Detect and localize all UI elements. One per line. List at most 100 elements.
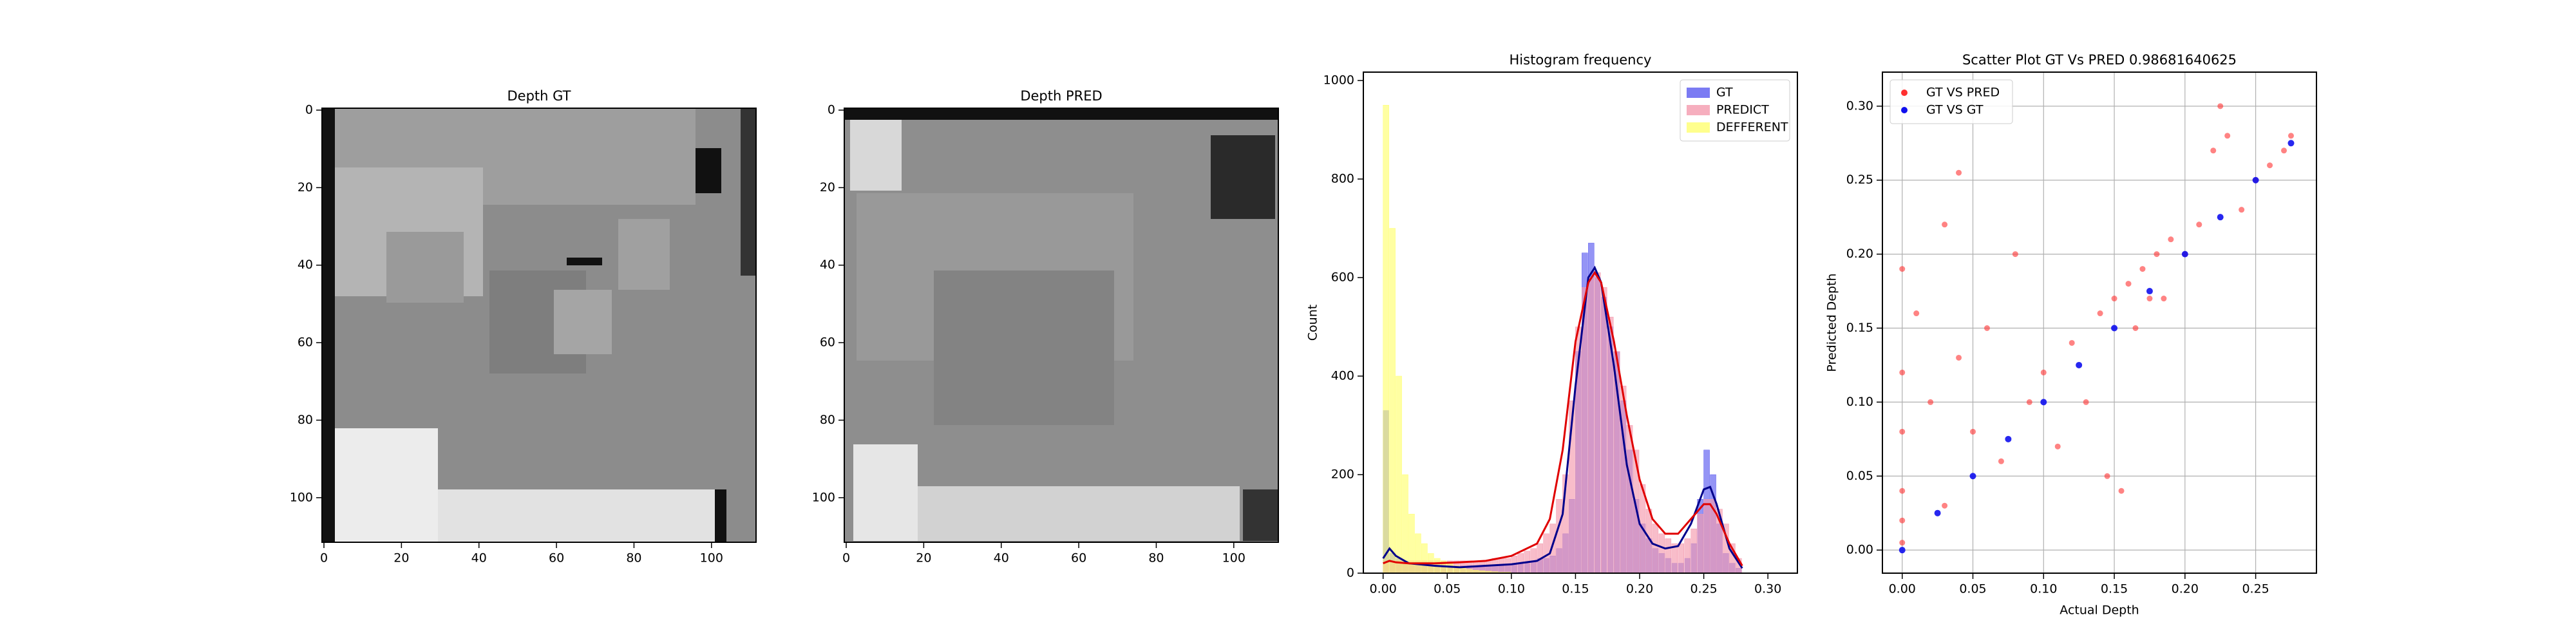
y-tick-label: 0.05 xyxy=(1846,469,1873,483)
subplot: 0 20 40 60 80 100 0 20 40 60 80 100 Depth GT xyxy=(290,88,757,565)
y-tick-label: 0.15 xyxy=(1846,321,1873,335)
subplot-title: Depth PRED xyxy=(1020,88,1102,104)
y-tick-label: 0.30 xyxy=(1846,99,1873,113)
x-axis-label: Actual Depth xyxy=(2060,603,2139,618)
histogram-bar xyxy=(1402,474,1408,574)
scatter-point xyxy=(2267,162,2273,169)
axes-frame xyxy=(321,108,757,543)
depth-pred-image xyxy=(844,108,1278,542)
scatter-point xyxy=(1899,488,1906,494)
legend-swatch xyxy=(1687,105,1710,115)
x-tick-label: 40 xyxy=(994,551,1009,565)
y-tick-label: 0 xyxy=(828,103,835,117)
histogram-bar xyxy=(1383,105,1389,574)
scatter-point xyxy=(2168,236,2174,243)
histogram-bar xyxy=(1415,533,1421,574)
scatter-point xyxy=(2224,133,2231,139)
y-tick-label: 0.20 xyxy=(1846,247,1873,261)
x-tick-label: 100 xyxy=(700,551,723,565)
scatter-point xyxy=(2146,288,2153,295)
scatter-point xyxy=(1984,325,1990,332)
scatter-point xyxy=(1927,399,1934,405)
x-tick-label: 0.20 xyxy=(1626,582,1653,596)
scatter-point xyxy=(1969,473,1976,480)
x-tick-label: 0 xyxy=(320,551,328,565)
histogram-bar xyxy=(1601,287,1607,574)
kde-line xyxy=(1382,265,1743,569)
histogram-bar xyxy=(1658,533,1665,574)
scatter-point xyxy=(1899,547,1906,554)
legend: GT PREDICT DEFFERENT xyxy=(1680,79,1790,142)
x-tick-label: 60 xyxy=(1071,551,1086,565)
scatter-point xyxy=(2252,176,2259,184)
histogram-bar xyxy=(1447,563,1454,574)
scatter-point xyxy=(1899,540,1906,546)
scatter-point xyxy=(1942,222,1948,228)
scatter-point xyxy=(1998,458,2004,464)
scatter-point xyxy=(2040,399,2047,406)
legend-label: DEFFERENT xyxy=(1716,120,1788,135)
x-tick-label: 60 xyxy=(549,551,564,565)
histogram-bar xyxy=(1389,228,1396,574)
scatter-point xyxy=(2118,488,2125,494)
scatter-point xyxy=(2097,310,2103,317)
x-tick-label: 40 xyxy=(471,551,487,565)
x-tick-label: 0.15 xyxy=(1562,582,1589,596)
scatter-point xyxy=(2287,133,2294,139)
scatter-point xyxy=(2111,296,2117,302)
depth-gt-image xyxy=(322,108,756,542)
subplot-title: Depth GT xyxy=(507,88,571,104)
y-tick-label: 0.25 xyxy=(1846,173,1873,187)
y-tick-label: 40 xyxy=(820,258,835,272)
histogram-bar xyxy=(1459,568,1466,574)
scatter-point xyxy=(2111,325,2118,332)
scatter-point xyxy=(2104,473,2110,479)
scatter-point xyxy=(2012,251,2018,258)
scatter-point xyxy=(2161,296,2167,302)
y-tick-label: 800 xyxy=(1331,172,1354,186)
legend-label: GT VS PRED xyxy=(1926,86,2000,100)
y-tick-label: 60 xyxy=(298,336,313,350)
scatter-point xyxy=(1934,509,1941,516)
scatter-point xyxy=(2040,369,2047,375)
scatter-point xyxy=(2210,147,2217,154)
histogram-bar xyxy=(1595,272,1601,574)
histogram-bar xyxy=(1652,524,1659,574)
legend-label: GT xyxy=(1716,86,1733,100)
x-tick-label: 20 xyxy=(393,551,409,565)
scatter-point xyxy=(2132,325,2139,332)
scatter-point xyxy=(2287,140,2295,147)
legend-box xyxy=(1889,79,2013,124)
x-tick-label: 0.10 xyxy=(1498,582,1525,596)
legend-swatch xyxy=(1687,88,1710,98)
x-tick-label: 0 xyxy=(842,551,850,565)
axes-frame xyxy=(1363,71,1798,574)
histogram-bar xyxy=(1504,558,1511,574)
y-tick-label: 0 xyxy=(1347,566,1354,580)
subplot: 0.00 0.05 0.10 0.15 0.20 0.25 0.00 0.05 0.10 0.15… xyxy=(1825,52,2317,618)
scatter-point xyxy=(2217,103,2224,109)
legend: GT VS PRED GT VS GT xyxy=(1889,79,2013,124)
scatter-point xyxy=(2239,207,2245,213)
scatter-point xyxy=(2069,339,2075,346)
legend-label: GT VS GT xyxy=(1926,103,1984,117)
y-tick-label: 20 xyxy=(298,180,313,194)
x-tick-label: 80 xyxy=(626,551,641,565)
scatter-point xyxy=(2125,281,2132,287)
x-tick-label: 0.00 xyxy=(1370,582,1397,596)
y-tick-label: 80 xyxy=(298,413,313,427)
scatter-point xyxy=(1913,310,1920,317)
y-tick-label: 0.00 xyxy=(1846,543,1873,557)
x-tick-label: 0.20 xyxy=(2172,582,2199,596)
scatter-point xyxy=(2146,296,2153,302)
x-tick-label: 20 xyxy=(916,551,931,565)
scatter-point xyxy=(2217,214,2224,221)
histogram-bar xyxy=(1421,543,1428,574)
y-tick-label: 1000 xyxy=(1323,73,1354,88)
x-tick-label: 0.15 xyxy=(2101,582,2128,596)
legend-swatch xyxy=(1687,122,1710,133)
x-tick-label: 0.05 xyxy=(1434,582,1461,596)
histogram-bar xyxy=(1697,513,1703,574)
x-tick-label: 0.25 xyxy=(1690,582,1717,596)
legend-marker xyxy=(1901,107,1908,113)
